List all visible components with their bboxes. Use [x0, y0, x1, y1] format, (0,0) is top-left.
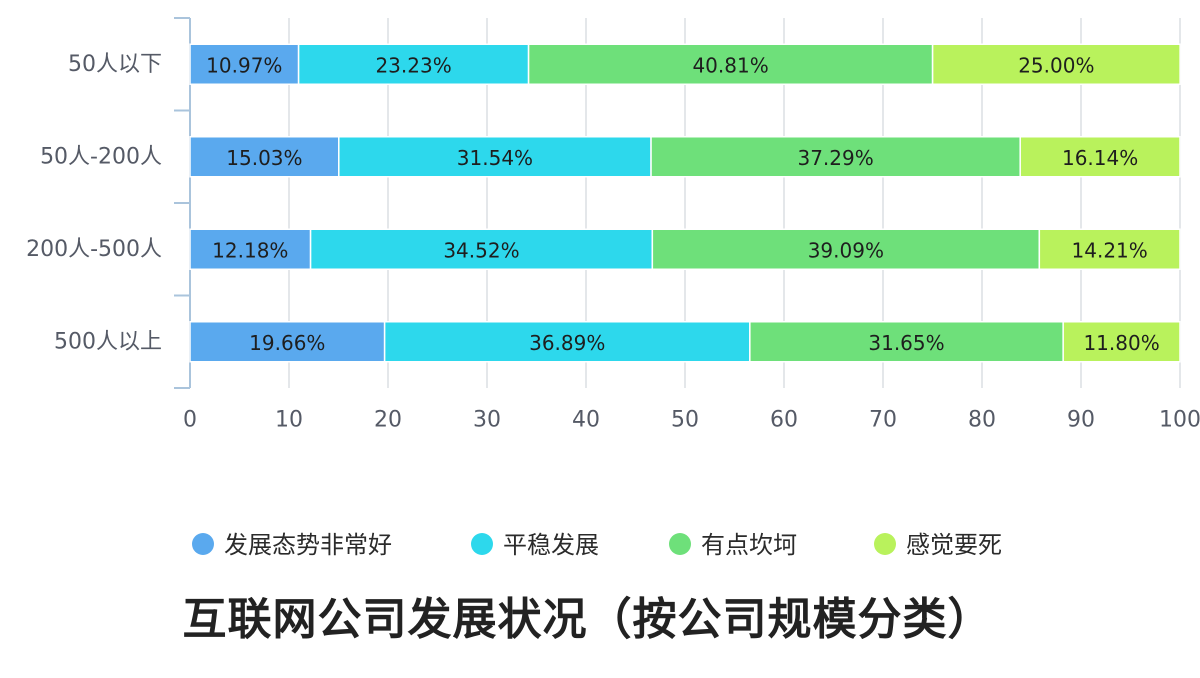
x-tick-label: 60: [770, 408, 798, 433]
legend-swatch: [471, 533, 493, 555]
bar-segment: [189, 43, 300, 85]
x-tick-label: 50: [671, 408, 699, 433]
legend-swatch: [669, 533, 691, 555]
data-label: 40.81%: [692, 53, 768, 77]
legend-label: 感觉要死: [906, 531, 1002, 559]
category-label: 200人-500人: [26, 237, 162, 262]
category-label: 50人-200人: [40, 144, 162, 169]
bar-segment: [527, 43, 934, 85]
bar-segment: [1038, 228, 1181, 270]
x-tick-label: 0: [183, 408, 197, 433]
chart-title: 互联网公司发展状况（按公司规模分类）: [182, 594, 993, 645]
data-label: 25.00%: [1018, 53, 1094, 77]
x-tick-label: 70: [869, 408, 897, 433]
bar-segment: [309, 228, 654, 270]
x-axis-ticks: 0 10 20 30 40 50 60 70 80 90 100: [183, 408, 1200, 433]
x-tick-label: 40: [572, 408, 600, 433]
data-label: 19.66%: [249, 331, 325, 355]
bars: 10.97% 23.23% 40.81% 25.00% 15.03% 31.54% 37.2…: [189, 43, 1181, 363]
bar-segment: [189, 228, 312, 270]
legend: 发展态势非常好 平稳发展 有点坎坷 感觉要死: [192, 531, 1002, 559]
data-label: 23.23%: [375, 53, 451, 77]
bar-segment: [650, 136, 1021, 178]
legend-item: 有点坎坷: [669, 531, 797, 559]
x-tick-label: 80: [968, 408, 996, 433]
legend-label: 发展态势非常好: [224, 531, 392, 559]
legend-label: 平稳发展: [503, 531, 599, 559]
x-tick-label: 90: [1067, 408, 1095, 433]
bar-segment: [651, 228, 1041, 270]
data-label: 12.18%: [212, 238, 288, 262]
data-label: 11.80%: [1083, 331, 1159, 355]
x-tick-label: 30: [473, 408, 501, 433]
x-tick-label: 20: [374, 408, 402, 433]
bar-segment: [1062, 321, 1181, 363]
bar-segment: [297, 43, 530, 85]
bar-segment: [931, 43, 1181, 85]
bar-segment: [749, 321, 1064, 363]
bar-segment: [383, 321, 751, 363]
legend-swatch: [874, 533, 896, 555]
bar-segment: [189, 136, 340, 178]
data-label: 37.29%: [797, 146, 873, 170]
bar-segment: [1019, 136, 1181, 178]
legend-label: 有点坎坷: [701, 531, 797, 559]
category-label: 50人以下: [68, 52, 162, 77]
data-label: 34.52%: [443, 238, 519, 262]
data-label: 14.21%: [1072, 238, 1148, 262]
category-label: 500人以上: [54, 329, 162, 354]
legend-item: 感觉要死: [874, 531, 1002, 559]
legend-swatch: [192, 533, 214, 555]
data-label: 10.97%: [206, 53, 282, 77]
data-label: 16.14%: [1062, 146, 1138, 170]
data-label: 31.54%: [457, 146, 533, 170]
y-axis: 50人以下 50人-200人 200人-500人 500人以上: [26, 17, 191, 389]
bar-segment: [189, 321, 386, 363]
legend-item: 平稳发展: [471, 531, 599, 559]
legend-item: 发展态势非常好: [192, 531, 392, 559]
data-label: 15.03%: [226, 146, 302, 170]
data-label: 39.09%: [808, 238, 884, 262]
x-tick-label: 100: [1159, 408, 1200, 433]
data-label: 31.65%: [868, 331, 944, 355]
data-label: 36.89%: [529, 331, 605, 355]
x-tick-label: 10: [275, 408, 303, 433]
